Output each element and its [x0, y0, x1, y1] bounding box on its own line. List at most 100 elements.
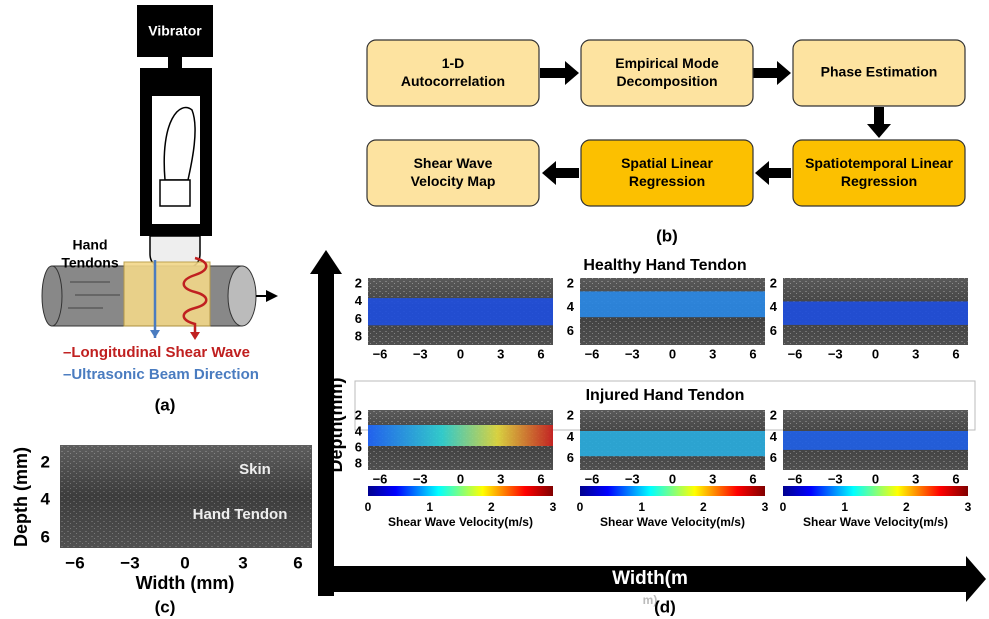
- y-tick-label: 8: [355, 329, 362, 344]
- flow-label-line: Spatial Linear: [621, 155, 713, 171]
- colorbar-tick-label: 3: [550, 500, 557, 514]
- y-tick-label: 6: [567, 323, 574, 338]
- depth-arrow: [310, 250, 342, 274]
- x-tick-label: −6: [788, 471, 803, 486]
- flow-label-line: 1-D: [442, 55, 465, 71]
- flow-label-line: Empirical Mode: [615, 55, 719, 71]
- x-tick-label: 0: [669, 471, 676, 486]
- vibrator-label: Vibrator: [148, 23, 202, 39]
- y-tick-label: 2: [770, 407, 777, 422]
- flow-label-line: Shear Wave: [414, 155, 493, 171]
- x-tick-label: −3: [625, 471, 640, 486]
- x-axis-label: Width(m: [612, 568, 688, 589]
- colorbar-tick-label: 3: [965, 500, 972, 514]
- colorbar-tick-label: 0: [780, 500, 787, 514]
- colorbar: [580, 486, 765, 496]
- x-tick-label: 6: [952, 346, 959, 361]
- x-tick-label: −3: [120, 553, 139, 572]
- flow-arrow: [542, 161, 579, 185]
- flow-arrow: [867, 107, 891, 138]
- flow-label-line: Velocity Map: [411, 173, 496, 189]
- x-tick-label: −6: [788, 346, 803, 361]
- colorbar-label: Shear Wave Velocity(m/s): [600, 515, 745, 529]
- y-tick-label: 4: [770, 429, 778, 444]
- colorbar-tick-label: 2: [488, 500, 495, 514]
- x-tick-label: −6: [585, 471, 600, 486]
- y-tick-label: 4: [355, 423, 363, 438]
- stem: [168, 57, 182, 69]
- x-tick-label: 3: [912, 346, 919, 361]
- colorbar-label: Shear Wave Velocity(m/s): [388, 515, 533, 529]
- x-tick-label: 0: [457, 471, 464, 486]
- y-tick-label: 4: [770, 299, 778, 314]
- x-tick-label: 6: [537, 346, 544, 361]
- x-tick-label: 0: [872, 471, 879, 486]
- tendon-cap: [228, 266, 256, 326]
- y-axis-label: Depth(mm): [326, 378, 346, 473]
- x-tick-label: 6: [952, 471, 959, 486]
- flow-arrow: [755, 161, 791, 185]
- panel-d: Depth(mm) Width(m m) (d) Healthy Hand Te…: [310, 250, 986, 616]
- row-title: Injured Hand Tendon: [586, 387, 745, 404]
- x-tick-label: 3: [912, 471, 919, 486]
- y-tick-label: 4: [41, 489, 51, 508]
- x-tick-label: −6: [373, 471, 388, 486]
- colorbar-tick-label: 3: [762, 500, 769, 514]
- tendon-region: [124, 262, 210, 326]
- x-tick-label: 3: [497, 471, 504, 486]
- y-tick-label: 4: [567, 429, 575, 444]
- velocity-overlay: [783, 431, 968, 450]
- flow-label-line: Regression: [629, 173, 705, 189]
- x-tick-label: 3: [709, 346, 716, 361]
- figure: Vibrator Hand Tendons –Longitudinal Shea…: [0, 0, 989, 619]
- velocity-overlay: [580, 431, 765, 456]
- beam-arrow: [150, 330, 160, 338]
- legend-beam: –Ultrasonic Beam Direction: [63, 366, 259, 383]
- panel-label: (b): [656, 226, 678, 245]
- x-tick-label: −3: [413, 346, 428, 361]
- x-tick-label: 3: [709, 471, 716, 486]
- panel-label: (c): [155, 597, 176, 616]
- shear-arrow: [190, 332, 200, 340]
- y-tick-label: 2: [41, 452, 50, 471]
- velocity-overlay: [368, 425, 553, 446]
- y-tick-label: 6: [355, 439, 362, 454]
- annotation: Skin: [239, 461, 271, 478]
- legend-text: Longitudinal Shear Wave: [71, 344, 250, 361]
- y-tick-label: 6: [41, 527, 50, 546]
- x-tick-label: −6: [373, 346, 388, 361]
- x-tick-label: 0: [180, 553, 189, 572]
- x-tick-label: 3: [497, 346, 504, 361]
- colorbar-label: Shear Wave Velocity(m/s): [803, 515, 948, 529]
- ultrasound-shade: [60, 445, 312, 548]
- tendon-end: [42, 266, 62, 326]
- x-tick-label: 6: [749, 471, 756, 486]
- y-tick-label: 2: [355, 407, 362, 422]
- y-tick-label: 6: [770, 323, 777, 338]
- y-tick-label: 8: [355, 455, 362, 470]
- y-tick-label: 6: [770, 450, 777, 465]
- y-tick-label: 4: [355, 293, 363, 308]
- colorbar: [368, 486, 553, 496]
- x-tick-label: 0: [669, 346, 676, 361]
- y-tick-label: 6: [567, 450, 574, 465]
- panel-label: (a): [155, 395, 176, 414]
- flow-label-line: Spatiotemporal Linear: [805, 155, 953, 171]
- x-tick-label: 3: [238, 553, 247, 572]
- x-tick-label: −3: [413, 471, 428, 486]
- flow-label-line: Regression: [841, 173, 917, 189]
- x-tick-label: −3: [828, 346, 843, 361]
- colorbar-tick-label: 2: [700, 500, 707, 514]
- colorbar-tick-label: 1: [638, 500, 645, 514]
- colorbar-tick-label: 0: [365, 500, 372, 514]
- flow-arrow: [749, 61, 791, 85]
- panel-c: Skin Hand Tendon Depth (mm) Width (mm) (…: [11, 445, 312, 616]
- y-tick-label: 6: [355, 311, 362, 326]
- flow-arrow: [540, 61, 579, 85]
- legend-shear: –Longitudinal Shear Wave: [63, 344, 250, 361]
- colorbar-tick-label: 0: [577, 500, 584, 514]
- row-title: Healthy Hand Tendon: [583, 257, 746, 274]
- flow-label-line: Autocorrelation: [401, 73, 505, 89]
- colorbar-tick-label: 2: [903, 500, 910, 514]
